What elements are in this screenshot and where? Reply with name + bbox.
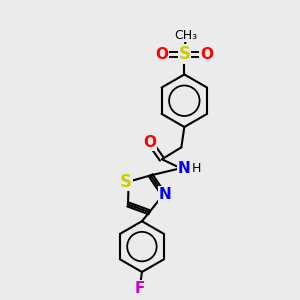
Text: S: S bbox=[120, 172, 132, 190]
Text: N: N bbox=[178, 161, 191, 176]
Text: O: O bbox=[155, 46, 168, 62]
Text: CH₃: CH₃ bbox=[174, 29, 197, 42]
Text: O: O bbox=[200, 46, 213, 62]
Text: F: F bbox=[134, 281, 145, 296]
Text: S: S bbox=[178, 45, 190, 63]
Text: H: H bbox=[192, 162, 202, 175]
Text: N: N bbox=[158, 187, 171, 202]
Text: O: O bbox=[143, 135, 156, 150]
